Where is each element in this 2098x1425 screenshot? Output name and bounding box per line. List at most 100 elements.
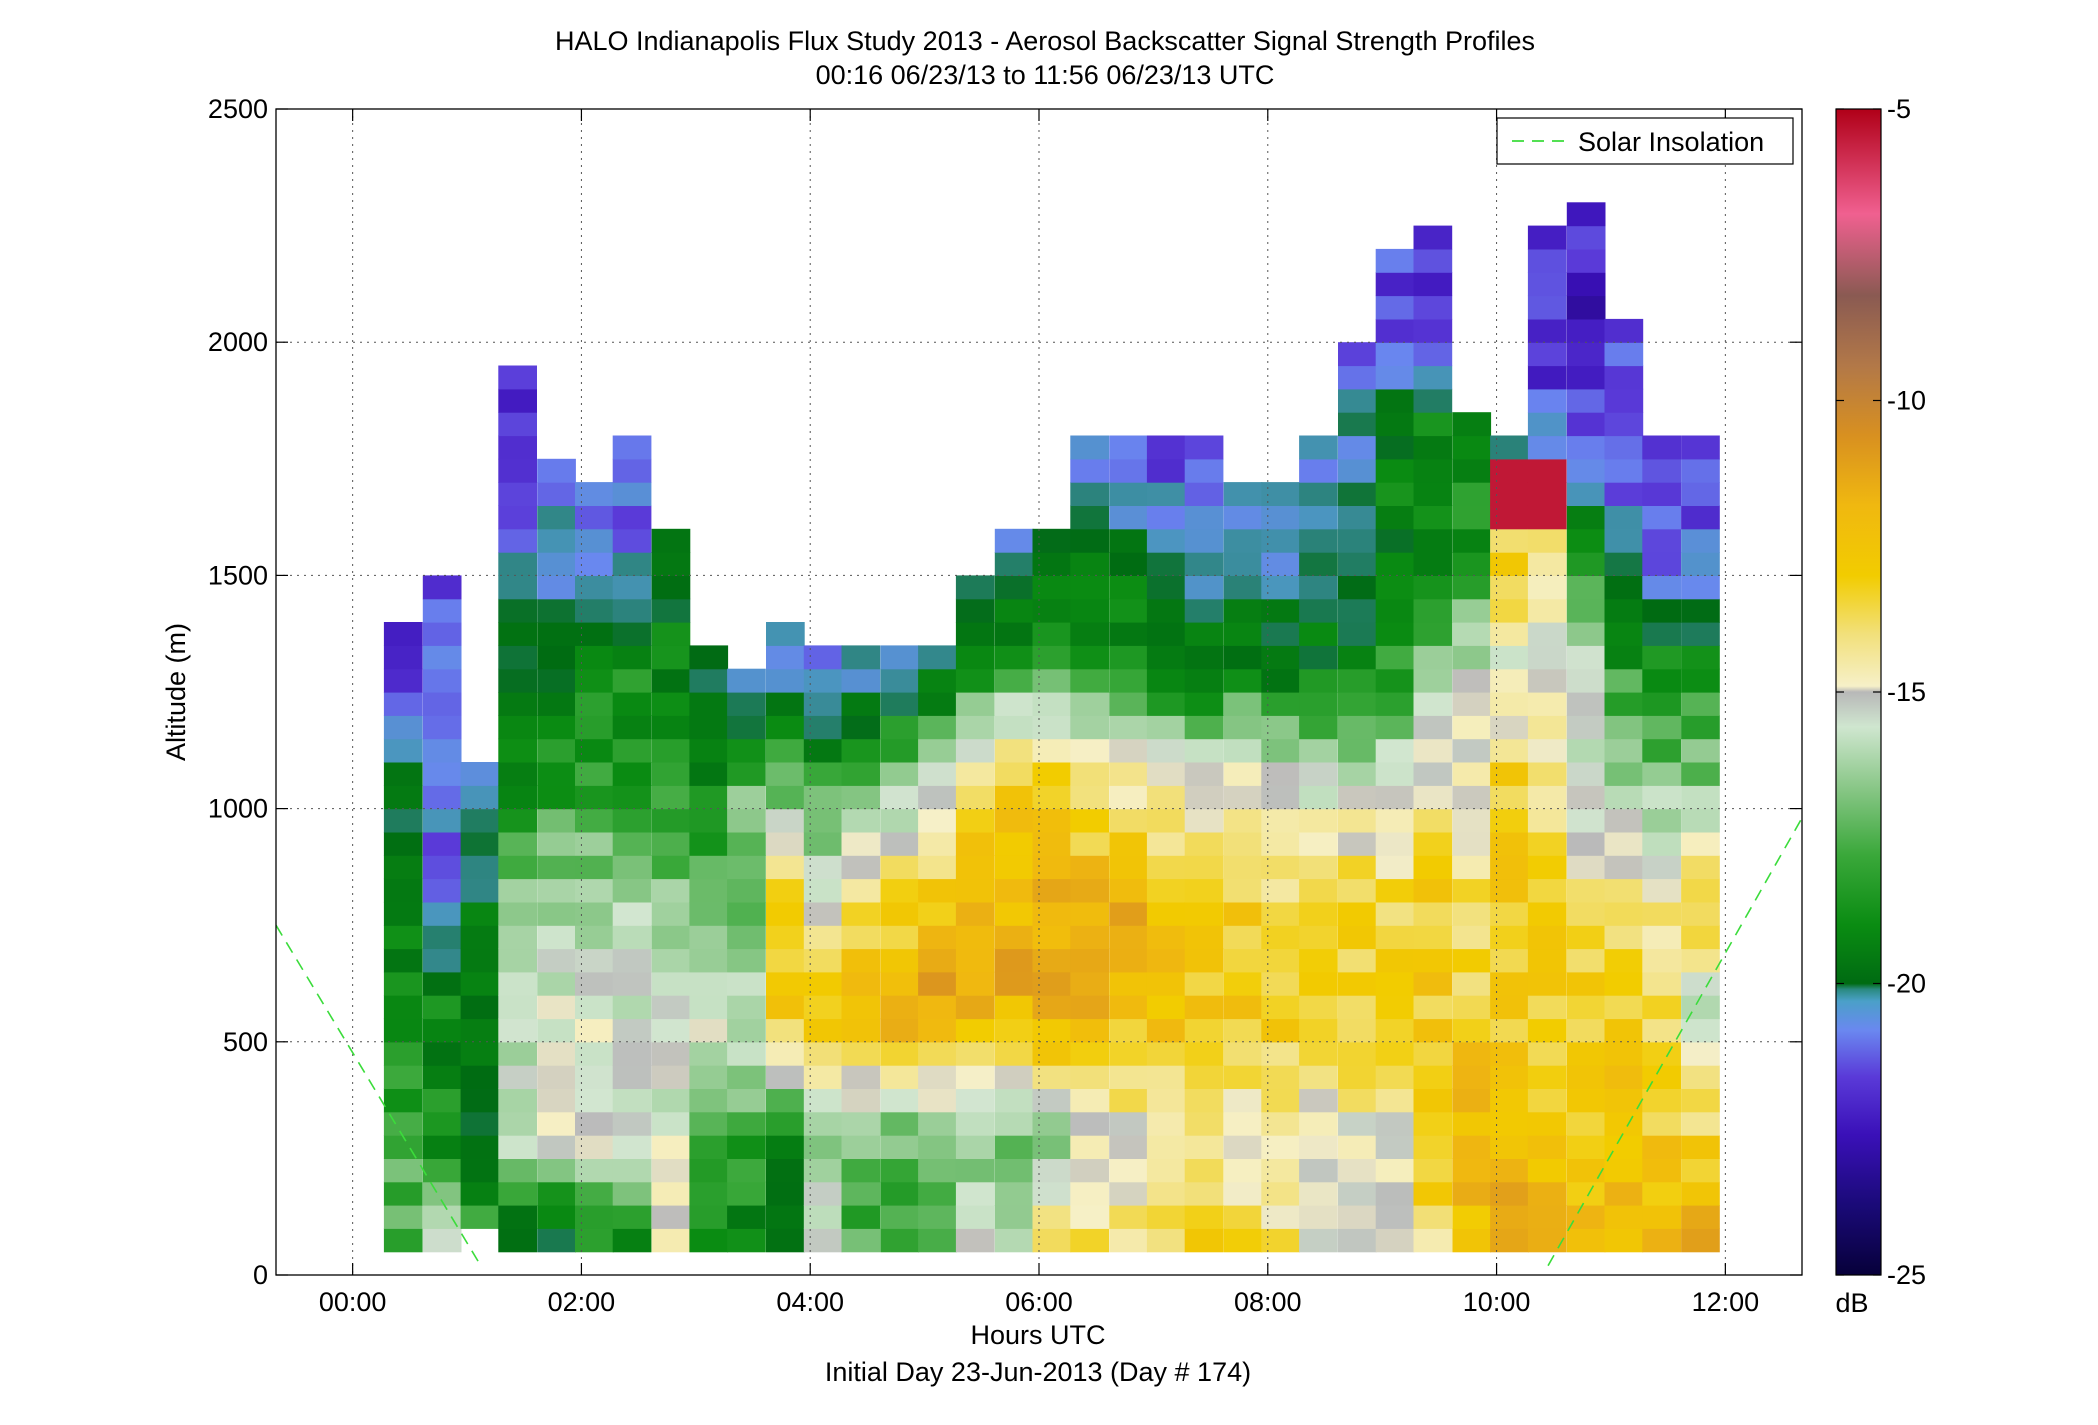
heatmap-cell: [1299, 1065, 1338, 1089]
heatmap-cell: [537, 1018, 576, 1043]
heatmap-cell: [1223, 598, 1263, 623]
heatmap-cell: [880, 1041, 920, 1066]
heatmap-cell: [460, 762, 500, 786]
heatmap-cell: [1338, 482, 1377, 506]
heatmap-cell: [1338, 925, 1377, 950]
heatmap-cell: [1070, 785, 1109, 810]
heatmap-cell: [918, 995, 957, 1020]
heatmap-cell: [612, 482, 652, 506]
heatmap-cell: [841, 1041, 881, 1066]
heatmap-cell: [1146, 1158, 1186, 1183]
heatmap-cell: [1375, 1065, 1415, 1089]
heatmap-cell: [1261, 1158, 1300, 1183]
heatmap-cell: [537, 598, 576, 623]
heatmap-cell: [422, 1088, 462, 1113]
heatmap-cell: [612, 1111, 652, 1136]
heatmap-cell: [1681, 808, 1720, 833]
heatmap-cell: [918, 1158, 957, 1183]
x-axis-label: Hours UTC: [970, 1320, 1105, 1350]
heatmap-cell: [575, 1135, 614, 1159]
heatmap-cell: [1375, 528, 1415, 553]
heatmap-cell: [1681, 528, 1720, 553]
heatmap-cell: [1261, 482, 1300, 506]
heatmap-cell: [612, 1065, 652, 1089]
heatmap-cell: [1070, 482, 1109, 506]
heatmap-cell: [1032, 552, 1072, 576]
heatmap-cell: [1681, 878, 1720, 903]
heatmap-cell: [575, 1111, 614, 1136]
heatmap-cell: [1413, 482, 1453, 506]
heatmap-cell: [1642, 1041, 1681, 1066]
heatmap-cell: [1109, 808, 1148, 833]
heatmap-cell: [766, 901, 805, 926]
heatmap-cell: [1261, 971, 1300, 996]
heatmap-cell: [651, 1111, 691, 1136]
heatmap-cell: [1184, 1088, 1224, 1113]
heatmap-cell: [1604, 528, 1644, 553]
heatmap-cell: [1490, 458, 1529, 483]
heatmap-cell: [1490, 855, 1529, 880]
heatmap-cell: [880, 738, 920, 763]
heatmap-cell: [1452, 1228, 1492, 1253]
heatmap-cell: [612, 715, 652, 740]
heatmap-cell: [955, 901, 995, 926]
heatmap-cell: [1681, 622, 1720, 646]
heatmap-cell: [1604, 762, 1644, 786]
heatmap-cell: [841, 901, 881, 926]
heatmap-cell: [1527, 738, 1567, 763]
heatmap-cell: [537, 1111, 576, 1136]
heatmap-cell: [994, 762, 1034, 786]
heatmap-cell: [1566, 1088, 1606, 1113]
heatmap-cell: [1452, 482, 1492, 506]
heatmap-cell: [1681, 1041, 1720, 1066]
heatmap-cell: [1299, 622, 1338, 646]
heatmap-cell: [651, 1158, 691, 1183]
heatmap-cell: [955, 762, 995, 786]
heatmap-cell: [1184, 622, 1224, 646]
heatmap-cell: [612, 435, 652, 460]
heatmap-cell: [1413, 1158, 1453, 1183]
x-tick-label: 00:00: [319, 1287, 387, 1317]
heatmap-cell: [651, 575, 691, 600]
heatmap-cell: [575, 598, 614, 623]
heatmap-cell: [1604, 505, 1644, 530]
heatmap-cell: [575, 715, 614, 740]
heatmap-cell: [1566, 1065, 1606, 1089]
heatmap-cell: [1642, 785, 1681, 810]
heatmap-cell: [1184, 971, 1224, 996]
heatmap-cell: [918, 831, 957, 856]
heatmap-cell: [537, 1228, 576, 1253]
colorbar-tick-label: -20: [1887, 969, 1926, 999]
heatmap-cell: [1490, 995, 1529, 1020]
heatmap-cell: [1375, 598, 1415, 623]
heatmap-cell: [1681, 1088, 1720, 1113]
heatmap-cell: [1413, 598, 1453, 623]
heatmap-cell: [880, 645, 920, 670]
axis-ticks: 00:00 02:00 04:00 06:00 08:00 10:00 12:00 0 500 1…: [208, 94, 1802, 1317]
heatmap-cell: [1299, 855, 1338, 880]
heatmap-cell: [498, 668, 537, 693]
heatmap-cell: [1566, 692, 1606, 716]
heatmap-cell: [422, 1111, 462, 1136]
x-tick-label: 10:00: [1463, 1287, 1531, 1317]
heatmap-cell: [1109, 482, 1148, 506]
heatmap-cell: [727, 1041, 766, 1066]
heatmap-cell: [880, 1018, 920, 1043]
heatmap-cell: [1490, 1041, 1529, 1066]
heatmap-cell: [689, 925, 729, 950]
heatmap-cell: [1375, 878, 1415, 903]
heatmap-cell: [422, 1158, 462, 1183]
heatmap-cell: [1413, 901, 1453, 926]
heatmap-cell: [537, 1181, 576, 1206]
heatmap-cell: [1375, 1018, 1415, 1043]
heatmap-cell: [918, 645, 957, 670]
heatmap-cell: [498, 598, 537, 623]
heatmap-cell: [1146, 1135, 1186, 1159]
heatmap-cell: [994, 715, 1034, 740]
heatmap-cell: [1261, 622, 1300, 646]
heatmap-cell: [1375, 785, 1415, 810]
heatmap-cell: [1070, 1111, 1109, 1136]
heatmap-cell: [1490, 482, 1529, 506]
heatmap-cell: [1109, 1065, 1148, 1089]
heatmap-cell: [1413, 1088, 1453, 1113]
